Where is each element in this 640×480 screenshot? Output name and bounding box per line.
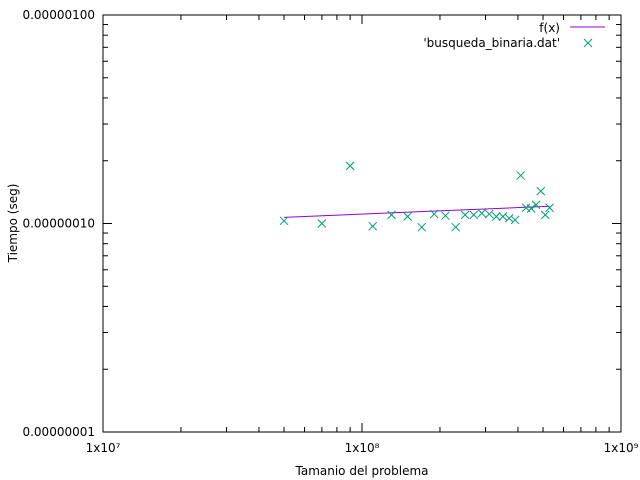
x-tick-label: 1x10⁷ [86, 441, 121, 455]
ticks: 1x10⁷ 1x10⁸ 1x10⁹ 0.00000001 0.00000010 0.000… [22, 8, 638, 455]
data-point [484, 209, 494, 219]
data-point [504, 213, 514, 223]
data-point [510, 215, 520, 225]
data-point [417, 222, 427, 232]
data-point [531, 200, 541, 210]
x-axis-title: Tamanio del problema [295, 464, 429, 478]
legend-x-mark [583, 38, 593, 48]
y-tick-label: 0.00000001 [22, 425, 95, 439]
data-point [403, 212, 412, 221]
series-layer [279, 161, 554, 232]
data-point [540, 210, 550, 220]
fit-line-fx [284, 205, 550, 218]
y-axis-title: Tiempo (seg) [6, 184, 20, 264]
data-point [491, 212, 501, 221]
data-point [460, 210, 470, 220]
data-point [498, 212, 508, 221]
data-point [387, 210, 396, 220]
data-point [279, 216, 289, 226]
data-point [545, 203, 554, 213]
data-point [451, 222, 461, 232]
legend-label-fx: f(x) [539, 21, 560, 35]
legend-x-glyph [583, 38, 593, 48]
data-point [441, 211, 450, 221]
x-tick-label: 1x10⁸ [345, 441, 380, 455]
data-point [345, 161, 355, 171]
data-point [526, 204, 536, 213]
data-point [429, 209, 439, 219]
data-point [536, 186, 546, 196]
data-point [469, 210, 479, 220]
data-point [317, 219, 327, 228]
data-point [477, 208, 487, 218]
data-point [368, 221, 378, 231]
x-tick-label: 1x10⁹ [604, 441, 639, 455]
plot-frame [102, 14, 622, 433]
y-tick-label: 0.00000100 [22, 8, 95, 22]
legend: f(x) 'busqueda_binaria.dat' [423, 21, 605, 50]
data-point [516, 171, 526, 180]
y-tick-label: 0.00000010 [22, 217, 95, 231]
legend-label-data: 'busqueda_binaria.dat' [423, 36, 560, 50]
